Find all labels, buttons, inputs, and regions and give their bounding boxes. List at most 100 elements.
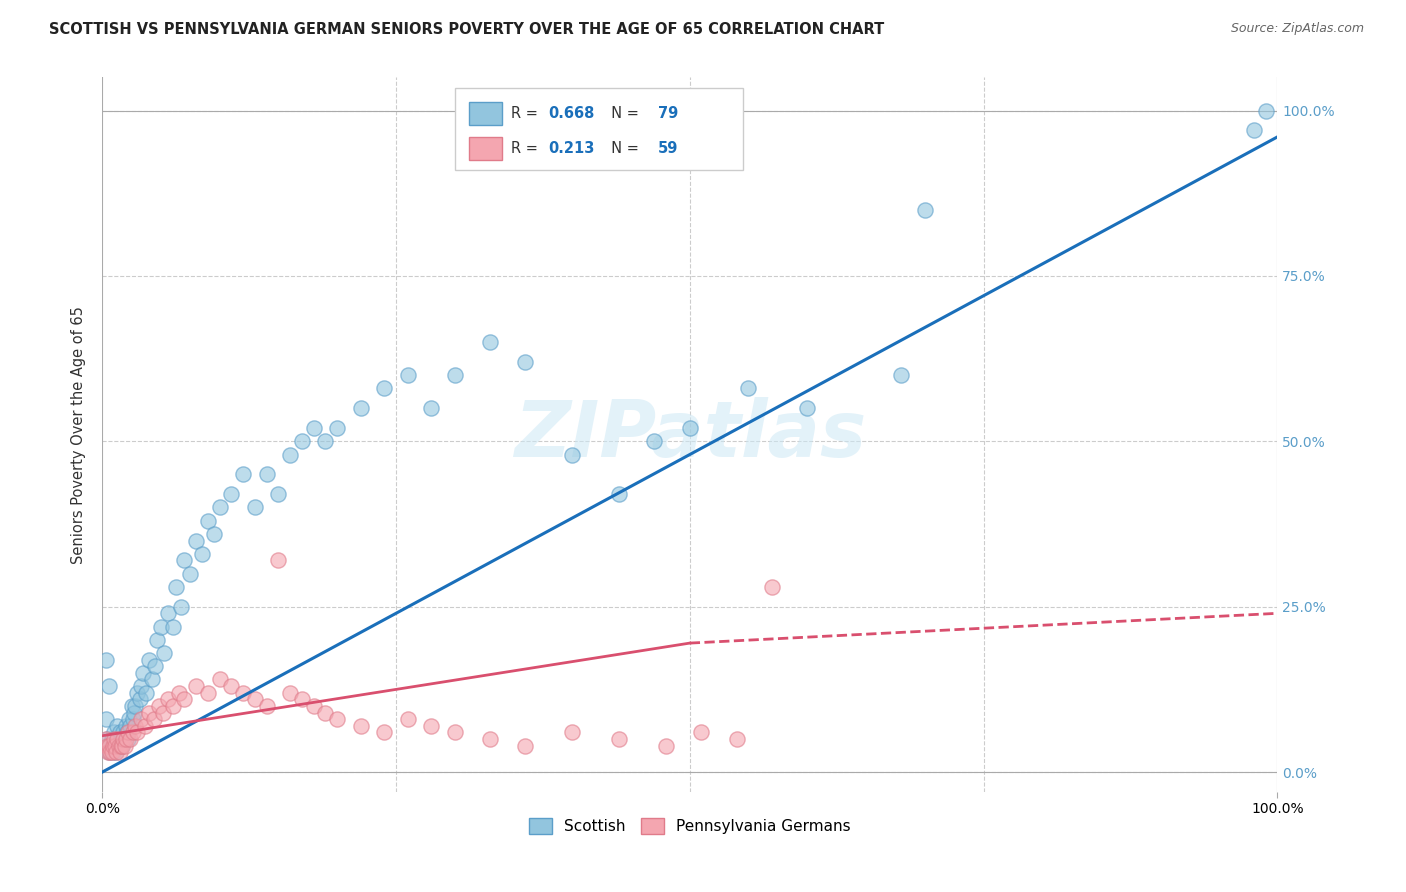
Point xyxy=(350,401,373,416)
Point xyxy=(890,368,912,383)
Text: Source: ZipAtlas.com: Source: ZipAtlas.com xyxy=(1230,22,1364,36)
Point xyxy=(138,653,160,667)
Point xyxy=(132,665,155,680)
Point xyxy=(243,692,266,706)
Point xyxy=(314,706,336,720)
Point xyxy=(679,421,702,435)
Point xyxy=(103,739,125,753)
Point xyxy=(396,712,419,726)
FancyBboxPatch shape xyxy=(454,88,742,170)
Point xyxy=(152,706,174,720)
Point xyxy=(101,745,124,759)
Point xyxy=(112,732,135,747)
Point xyxy=(100,745,122,759)
Point xyxy=(643,434,665,449)
Point xyxy=(138,706,160,720)
Point xyxy=(104,739,127,753)
Point xyxy=(121,725,143,739)
Point xyxy=(100,732,122,747)
Point xyxy=(373,725,395,739)
Point xyxy=(191,547,214,561)
Point xyxy=(94,732,117,747)
Point xyxy=(117,732,139,747)
Point xyxy=(420,401,443,416)
Point xyxy=(98,679,121,693)
Point xyxy=(127,686,149,700)
Point xyxy=(110,732,132,747)
Point xyxy=(655,739,678,753)
Point xyxy=(114,739,136,753)
Point xyxy=(232,686,254,700)
Point xyxy=(202,527,225,541)
Point xyxy=(117,725,139,739)
Point xyxy=(148,698,170,713)
Point xyxy=(103,725,125,739)
Point xyxy=(111,739,134,753)
Point xyxy=(256,698,278,713)
Y-axis label: Seniors Poverty Over the Age of 65: Seniors Poverty Over the Age of 65 xyxy=(72,306,86,564)
Point xyxy=(208,673,231,687)
Point xyxy=(94,653,117,667)
Point xyxy=(761,580,783,594)
Point xyxy=(1243,123,1265,137)
Point xyxy=(914,202,936,217)
Point xyxy=(221,679,243,693)
Point xyxy=(134,719,156,733)
Text: 79: 79 xyxy=(658,106,678,121)
Point xyxy=(156,692,179,706)
Point xyxy=(100,745,122,759)
Point xyxy=(108,725,131,739)
Point xyxy=(97,739,120,753)
Point xyxy=(197,514,219,528)
Point xyxy=(443,725,465,739)
Point xyxy=(443,368,465,383)
Point xyxy=(170,599,193,614)
Point xyxy=(96,739,118,753)
Point xyxy=(156,607,179,621)
Point xyxy=(478,334,501,349)
Point xyxy=(120,732,142,747)
Point xyxy=(141,673,163,687)
Point xyxy=(128,692,150,706)
Point xyxy=(97,745,120,759)
Point xyxy=(129,712,152,726)
Point xyxy=(111,739,134,753)
Point xyxy=(115,725,138,739)
Point xyxy=(208,500,231,515)
Point xyxy=(796,401,818,416)
Point xyxy=(98,739,121,753)
Point xyxy=(243,500,266,515)
FancyBboxPatch shape xyxy=(468,103,502,125)
Point xyxy=(162,698,184,713)
Point xyxy=(515,355,537,369)
Point xyxy=(107,719,129,733)
Point xyxy=(122,706,145,720)
Point xyxy=(135,686,157,700)
Point xyxy=(98,745,121,759)
Point xyxy=(278,448,301,462)
FancyBboxPatch shape xyxy=(468,136,502,160)
Point xyxy=(124,719,146,733)
Point xyxy=(118,712,141,726)
Point xyxy=(291,434,314,449)
Point xyxy=(162,619,184,633)
Point xyxy=(173,553,195,567)
Point xyxy=(561,448,583,462)
Point xyxy=(690,725,713,739)
Text: 0.668: 0.668 xyxy=(548,106,595,121)
Point xyxy=(221,487,243,501)
Text: ZIPatlas: ZIPatlas xyxy=(513,397,866,473)
Point xyxy=(607,732,630,747)
Point xyxy=(197,686,219,700)
Point xyxy=(478,732,501,747)
Point xyxy=(94,712,117,726)
Point xyxy=(396,368,419,383)
Point xyxy=(149,619,172,633)
Point xyxy=(165,580,187,594)
Point xyxy=(267,553,290,567)
Point xyxy=(108,745,131,759)
Point xyxy=(112,725,135,739)
Text: SCOTTISH VS PENNSYLVANIA GERMAN SENIORS POVERTY OVER THE AGE OF 65 CORRELATION C: SCOTTISH VS PENNSYLVANIA GERMAN SENIORS … xyxy=(49,22,884,37)
Point xyxy=(515,739,537,753)
Point xyxy=(121,698,143,713)
